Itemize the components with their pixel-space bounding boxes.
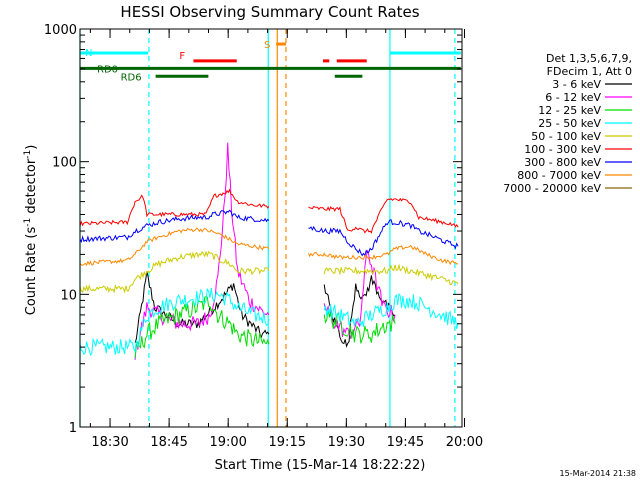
flag-label-rd6: RD6 xyxy=(121,72,142,83)
series-line-b-2 xyxy=(323,309,396,344)
series-line-b-3 xyxy=(323,292,459,329)
legend-entry-label: 7000 - 20000 keV xyxy=(503,182,601,195)
x-axis-label: Start Time (15-Mar-14 18:22:22) xyxy=(215,458,426,473)
flag-label-f: F xyxy=(179,51,185,62)
plot-frame xyxy=(79,28,463,428)
series-line-a-2 xyxy=(134,296,270,359)
flag-label-n: N xyxy=(85,48,92,59)
series-line-a-6 xyxy=(79,209,270,244)
series-line-b-5 xyxy=(308,197,459,234)
legend-header-line: FDecim 1, Att 0 xyxy=(547,65,632,78)
y-axis-label: Count Rate (s-1 detector-1) xyxy=(23,145,39,316)
legend-header-line: Det 1,3,5,6,7,9, xyxy=(546,52,632,65)
y-tick-label: 1000 xyxy=(44,23,77,38)
legend-entry-label: 25 - 50 keV xyxy=(538,117,601,130)
x-tick-label: 19:00 xyxy=(209,435,246,450)
legend-entry-label: 50 - 100 keV xyxy=(531,130,601,143)
series-line-a-3 xyxy=(79,287,270,357)
legend-entry-label: 12 - 25 keV xyxy=(538,104,601,117)
y-tick-label: 100 xyxy=(52,156,77,171)
series-line-a-1 xyxy=(134,142,270,360)
legend-entry-label: 300 - 800 keV xyxy=(524,156,601,169)
series-line-a-5 xyxy=(79,188,270,227)
legend-entry-label: 6 - 12 keV xyxy=(545,91,601,104)
x-tick-label: 18:30 xyxy=(91,435,128,450)
x-tick-label: 20:00 xyxy=(446,435,483,450)
x-tick-label: 19:15 xyxy=(269,435,306,450)
series-line-b-1 xyxy=(323,250,396,339)
series-line-b-7 xyxy=(307,244,459,266)
series-line-a-4 xyxy=(79,250,270,294)
chart-title: HESSI Observing Summary Count Rates xyxy=(120,3,419,21)
y-tick-label: 10 xyxy=(60,288,77,303)
legend-entry-label: 3 - 6 keV xyxy=(552,78,601,91)
legend-entry-label: 100 - 300 keV xyxy=(524,143,601,156)
flag-label-s: S xyxy=(264,40,270,51)
series-line-b-6 xyxy=(308,219,459,257)
legend: Det 1,3,5,6,7,9,FDecim 1, Att 03 - 6 keV… xyxy=(503,52,632,195)
series-line-a-7 xyxy=(79,227,270,266)
flag-label-rd0: RD0 xyxy=(97,64,118,75)
x-tick-label: 19:45 xyxy=(387,435,424,450)
x-tick-label: 18:45 xyxy=(150,435,187,450)
timestamp: 15-Mar-2014 21:38 xyxy=(560,469,637,478)
x-tick-label: 19:30 xyxy=(328,435,365,450)
y-tick-label: 1 xyxy=(69,421,77,436)
series-line-b-4 xyxy=(323,263,459,286)
legend-entry-label: 800 - 7000 keV xyxy=(517,169,601,182)
